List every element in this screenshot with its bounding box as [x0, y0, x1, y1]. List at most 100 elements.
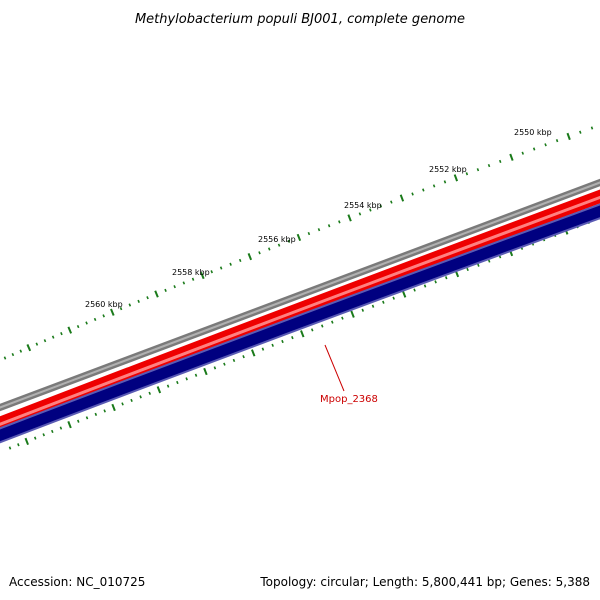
outer-ring-minor-tick [498, 159, 502, 164]
outer-ring-minor-tick [532, 147, 536, 151]
inner-ring-minor-tick [33, 436, 37, 440]
outer-ring-minor-tick [422, 188, 425, 192]
outer-ring-minor-tick [119, 307, 123, 311]
inner-ring-minor-tick [194, 373, 198, 377]
backbone-ring-highlight [0, 181, 600, 409]
outer-ring-major-tick [154, 290, 159, 298]
genome-summary-text: Topology: circular; Length: 5,800,441 bp… [259, 575, 590, 589]
inner-ring-major-tick [350, 310, 355, 318]
map-title: Methylobacterium populi BJ001, complete … [135, 12, 465, 27]
inner-ring-minor-tick [94, 412, 98, 416]
tick-label-2550: 2550 kbp [514, 128, 552, 137]
inner-ring-minor-tick [382, 300, 385, 304]
outer-ring-minor-tick [210, 270, 213, 274]
inner-ring-minor-tick [423, 284, 427, 288]
outer-ring-minor-tick [137, 299, 140, 303]
outer-ring-minor-tick [544, 143, 547, 147]
outer-ring-minor-tick [11, 352, 15, 357]
outer-ring-minor-tick [191, 277, 195, 281]
gene-label-mpop-2368[interactable]: Mpop_2368 [320, 394, 378, 405]
outer-ring-minor-tick [60, 332, 63, 336]
inner-ring-minor-tick [310, 328, 314, 332]
accession-text: Accession: NC_010725 [9, 575, 145, 589]
outer-ring-minor-tick [146, 296, 149, 300]
outer-ring-minor-tick [338, 220, 341, 224]
outer-ring-major-tick [347, 214, 352, 222]
inner-ring-minor-tick [413, 288, 416, 292]
outer-ring-minor-tick [128, 303, 132, 307]
inner-ring-major-tick [24, 437, 29, 446]
inner-ring-major-tick [203, 367, 208, 376]
outer-ring-minor-tick [307, 231, 311, 236]
outer-ring-minor-tick [555, 139, 559, 143]
inner-ring-minor-tick [434, 280, 437, 284]
outer-ring-minor-tick [487, 163, 491, 168]
outer-ring-major-tick [566, 132, 571, 141]
reverse-strand-feature[interactable] [0, 204, 600, 443]
outer-ring-minor-tick [465, 172, 469, 176]
outer-ring-minor-tick [19, 349, 23, 353]
outer-ring-minor-tick [51, 335, 55, 339]
outer-ring-major-tick [399, 194, 405, 202]
inner-ring-minor-tick [176, 380, 179, 385]
outer-ring-minor-tick [358, 212, 362, 216]
outer-ring-minor-tick [390, 200, 393, 204]
inner-ring-minor-tick [121, 402, 124, 406]
inner-ring-minor-tick [77, 419, 80, 423]
inner-ring-minor-tick [281, 339, 284, 344]
outer-ring-minor-tick [267, 247, 271, 251]
inner-ring-minor-tick [103, 409, 106, 413]
outer-ring-major-tick [110, 308, 115, 316]
outer-ring-minor-tick [258, 251, 261, 255]
outer-ring-major-tick [26, 344, 32, 352]
inner-ring-major-tick [251, 349, 256, 357]
outer-ring-minor-tick [443, 180, 447, 184]
inner-ring-minor-tick [242, 355, 245, 359]
inner-ring-minor-tick [85, 416, 89, 420]
outer-ring-minor-tick [164, 288, 167, 292]
outer-ring-minor-tick [579, 130, 582, 134]
outer-ring-minor-tick [3, 356, 7, 360]
inner-ring-minor-tick [320, 324, 324, 328]
outer-ring-minor-tick [432, 184, 436, 188]
inner-ring-minor-tick [261, 347, 265, 351]
inner-ring-minor-tick [271, 343, 274, 347]
outer-ring-minor-tick [219, 266, 223, 270]
inner-ring-minor-tick [130, 398, 133, 403]
inner-ring-minor-tick [185, 377, 188, 381]
tick-label-2552: 2552 kbp [429, 165, 467, 174]
tick-label-2558: 2558 kbp [172, 268, 210, 277]
outer-ring-major-tick [200, 271, 205, 280]
tick-label-2556: 2556 kbp [258, 235, 296, 244]
inner-ring-minor-tick [213, 366, 217, 370]
outer-ring-minor-tick [76, 324, 80, 329]
outer-ring-minor-tick [476, 168, 480, 172]
outer-ring-minor-tick [182, 281, 186, 285]
outer-ring-major-tick [67, 326, 73, 334]
outer-tick-ring [3, 126, 594, 360]
outer-ring-minor-tick [411, 192, 414, 196]
outer-ring-major-tick [296, 233, 302, 242]
inner-ring-minor-tick [139, 395, 142, 399]
inner-ring-major-tick [111, 403, 116, 412]
outer-ring-minor-tick [229, 262, 232, 266]
inner-ring-minor-tick [392, 296, 395, 300]
outer-ring-minor-tick [317, 228, 321, 232]
outer-ring-minor-tick [379, 204, 383, 208]
inner-ring-minor-tick [223, 362, 226, 366]
inner-ring-minor-tick [487, 259, 491, 263]
outer-ring-minor-tick [521, 151, 525, 155]
inner-ring-minor-tick [51, 429, 54, 434]
outer-ring-minor-tick [173, 285, 176, 289]
outer-ring-major-tick [247, 253, 253, 261]
forward-strand-highlight [0, 195, 600, 426]
outer-ring-minor-tick [590, 126, 594, 130]
outer-ring-major-tick [453, 174, 459, 182]
inner-ring-minor-tick [42, 433, 45, 437]
outer-ring-minor-tick [43, 339, 47, 343]
inner-ring-minor-tick [232, 358, 236, 363]
inner-ring-major-tick [300, 330, 305, 338]
inner-ring-minor-tick [341, 316, 344, 320]
inner-ring-major-tick [67, 421, 72, 429]
